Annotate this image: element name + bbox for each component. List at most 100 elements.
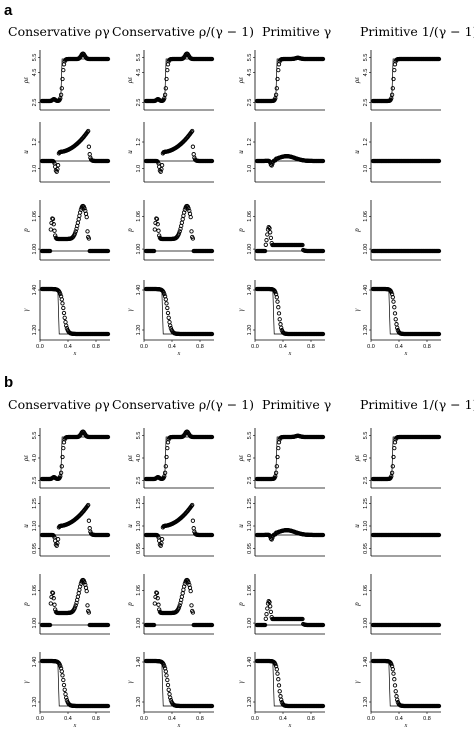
data-point (155, 222, 160, 227)
x-tick-label: 0.8 (307, 344, 315, 350)
data-point (63, 691, 68, 697)
y-tick-label: 5.5 (32, 432, 38, 440)
data-point (78, 207, 84, 212)
data-point (273, 470, 279, 475)
data-point (61, 305, 66, 311)
data-point (394, 322, 399, 327)
y-tick-label: 1.00 (136, 618, 142, 629)
data-point (274, 295, 279, 300)
data-point (394, 694, 399, 699)
data-point (188, 588, 193, 594)
y-tick-label: 1.20 (32, 325, 38, 336)
y-tick-label: 1.25 (363, 498, 369, 509)
data-point (158, 543, 163, 548)
data-point (58, 92, 64, 97)
y-tick-label: 1.40 (363, 285, 369, 296)
y-tick-label: 4.0 (363, 454, 369, 462)
y-tick-label: 0.95 (136, 543, 142, 554)
y-axis-label: ρε (237, 455, 245, 462)
data-point (77, 587, 82, 592)
y-tick-label: 4.0 (247, 454, 253, 462)
data-point (167, 691, 172, 697)
data-point (76, 217, 81, 222)
y-tick-label: 1.40 (136, 657, 142, 668)
data-point (165, 305, 170, 311)
data-point (268, 230, 273, 235)
y-tick-label: 5.5 (363, 432, 369, 440)
y-axis-label: ρε (126, 77, 134, 84)
data-point (392, 67, 397, 73)
data-point (163, 464, 168, 469)
y-tick-label: 1.06 (32, 211, 38, 222)
y-tick-label: 1.40 (32, 657, 38, 668)
y-axis-label: ρε (237, 77, 245, 84)
data-point (86, 518, 92, 523)
data-point (163, 297, 168, 302)
data-point (55, 166, 60, 172)
data-point (395, 325, 400, 330)
subplot-a-1-0 (38, 122, 111, 183)
data-point (276, 305, 281, 310)
data-point (166, 687, 171, 692)
y-axis-label: ρε (126, 455, 134, 462)
data-point (51, 222, 56, 227)
exact-solution-line (257, 436, 323, 480)
x-axis-label: x (288, 351, 292, 357)
x-axis-label: x (404, 351, 408, 357)
data-point (47, 622, 53, 628)
data-point (209, 331, 215, 337)
data-point (209, 56, 215, 62)
exact-solution-line (42, 660, 108, 707)
y-tick-label: 1.0 (247, 165, 253, 173)
x-tick-label: 0.0 (36, 344, 44, 350)
y-axis-label: u (237, 150, 245, 154)
data-point (78, 581, 84, 586)
y-tick-label: 1.25 (136, 498, 142, 509)
y-tick-label: 5.5 (136, 54, 142, 62)
data-point (190, 128, 195, 134)
data-point (392, 677, 397, 682)
y-tick-label: 1.06 (136, 211, 142, 222)
data-point (85, 229, 90, 234)
exact-solution-line (146, 58, 212, 102)
x-tick-label: 0.0 (251, 716, 259, 722)
subplot-b-2-2 (253, 574, 326, 635)
data-point (156, 228, 161, 233)
data-point (151, 248, 157, 254)
y-axis-label: p (126, 602, 134, 607)
data-point (279, 325, 284, 330)
data-point (278, 322, 283, 327)
data-point (320, 532, 326, 538)
y-tick-label: 1.06 (247, 211, 253, 222)
data-point (392, 445, 397, 451)
x-tick-label: 0.8 (92, 344, 100, 350)
x-tick-label: 0.0 (36, 716, 44, 722)
y-tick-label: 1.40 (247, 657, 253, 668)
y-tick-label: 1.0 (363, 165, 369, 173)
data-point (61, 445, 66, 451)
y-tick-label: 1.40 (32, 285, 38, 296)
subplot-a-2-3 (369, 200, 442, 261)
data-point (395, 697, 400, 702)
subplot-b-3-3 (369, 652, 442, 714)
y-tick-label: 5.5 (136, 432, 142, 440)
data-point (191, 152, 196, 157)
data-point (320, 56, 326, 62)
y-axis-label: u (126, 150, 134, 154)
data-point (436, 703, 442, 709)
y-tick-label: 1.06 (32, 585, 38, 596)
y-tick-label: 1.06 (247, 585, 253, 596)
exact-solution-line (42, 288, 108, 335)
y-tick-label: 1.06 (363, 585, 369, 596)
data-point (320, 331, 326, 337)
x-axis-label: x (177, 723, 181, 729)
data-point (177, 603, 182, 608)
exact-solution-line (257, 660, 323, 707)
y-tick-label: 1.10 (136, 521, 142, 532)
data-point (62, 315, 67, 320)
data-point (392, 305, 397, 310)
y-tick-label: 1.20 (136, 325, 142, 336)
data-point (391, 299, 396, 304)
x-tick-label: 0.4 (64, 344, 72, 350)
y-axis-label: γ (126, 308, 134, 311)
